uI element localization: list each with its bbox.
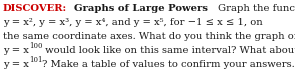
- Text: the same coordinate axes. What do you think the graph of: the same coordinate axes. What do you th…: [3, 32, 295, 41]
- Text: y = x², y = x³, y = x⁴, and y = x⁵, for −1 ≤ x ≤ 1, on: y = x², y = x³, y = x⁴, and y = x⁵, for …: [3, 18, 263, 27]
- Text: 101: 101: [29, 56, 42, 64]
- Text: 100: 100: [29, 42, 42, 50]
- Text: Graph the functions: Graph the functions: [215, 4, 295, 13]
- Text: would look like on this same interval? What about: would look like on this same interval? W…: [42, 46, 295, 55]
- Text: y = x: y = x: [3, 60, 29, 69]
- Text: ? Make a table of values to confirm your answers.: ? Make a table of values to confirm your…: [42, 60, 295, 69]
- Text: Graphs of Large Powers: Graphs of Large Powers: [67, 4, 215, 13]
- Text: DISCOVER:: DISCOVER:: [3, 4, 67, 13]
- Text: y = x: y = x: [3, 46, 29, 55]
